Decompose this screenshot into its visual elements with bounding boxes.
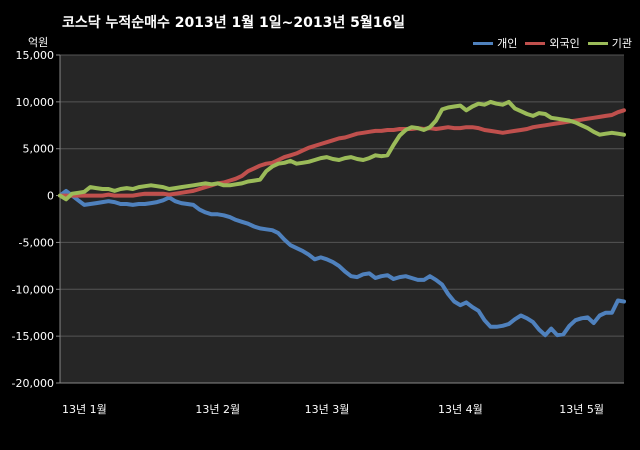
series-line (58, 99, 626, 202)
series-line (58, 108, 626, 198)
legend-label: 기관 (611, 37, 632, 50)
y-tick-label: 15,000 (16, 49, 55, 62)
chart-title: 코스닥 누적순매수 2013년 1월 1일~2013년 5월16일 (62, 15, 406, 31)
y-tick-label: -20,000 (12, 377, 54, 390)
y-axis-label: 억원 (28, 36, 49, 49)
plot-area (60, 55, 624, 383)
x-tick-label: 13년 4월 (438, 403, 483, 416)
legend-item: 외국인 (525, 35, 580, 51)
x-tick-label: 13년 2월 (195, 403, 240, 416)
legend-swatch (587, 41, 608, 45)
y-tick-label: 5,000 (23, 143, 55, 156)
x-tick-label: 13년 3월 (305, 403, 350, 416)
series-line (58, 188, 626, 338)
x-tick-label: 13년 1월 (62, 403, 107, 416)
legend-swatch (473, 41, 494, 45)
y-tick-label: 10,000 (16, 96, 55, 109)
legend-item: 기관 (587, 35, 632, 51)
y-tick-label: -10,000 (12, 283, 54, 296)
y-tick-label: 0 (47, 190, 54, 203)
legend-item: 개인 (473, 35, 517, 51)
legend-label: 개인 (497, 37, 518, 50)
legend: 개인 외국인 기관 (473, 35, 632, 51)
y-tick-label: -15,000 (12, 330, 54, 343)
x-tick-label: 13년 5월 (559, 403, 604, 416)
y-tick-label: -5,000 (19, 236, 54, 249)
legend-label: 외국인 (549, 37, 580, 50)
legend-swatch (525, 41, 546, 45)
